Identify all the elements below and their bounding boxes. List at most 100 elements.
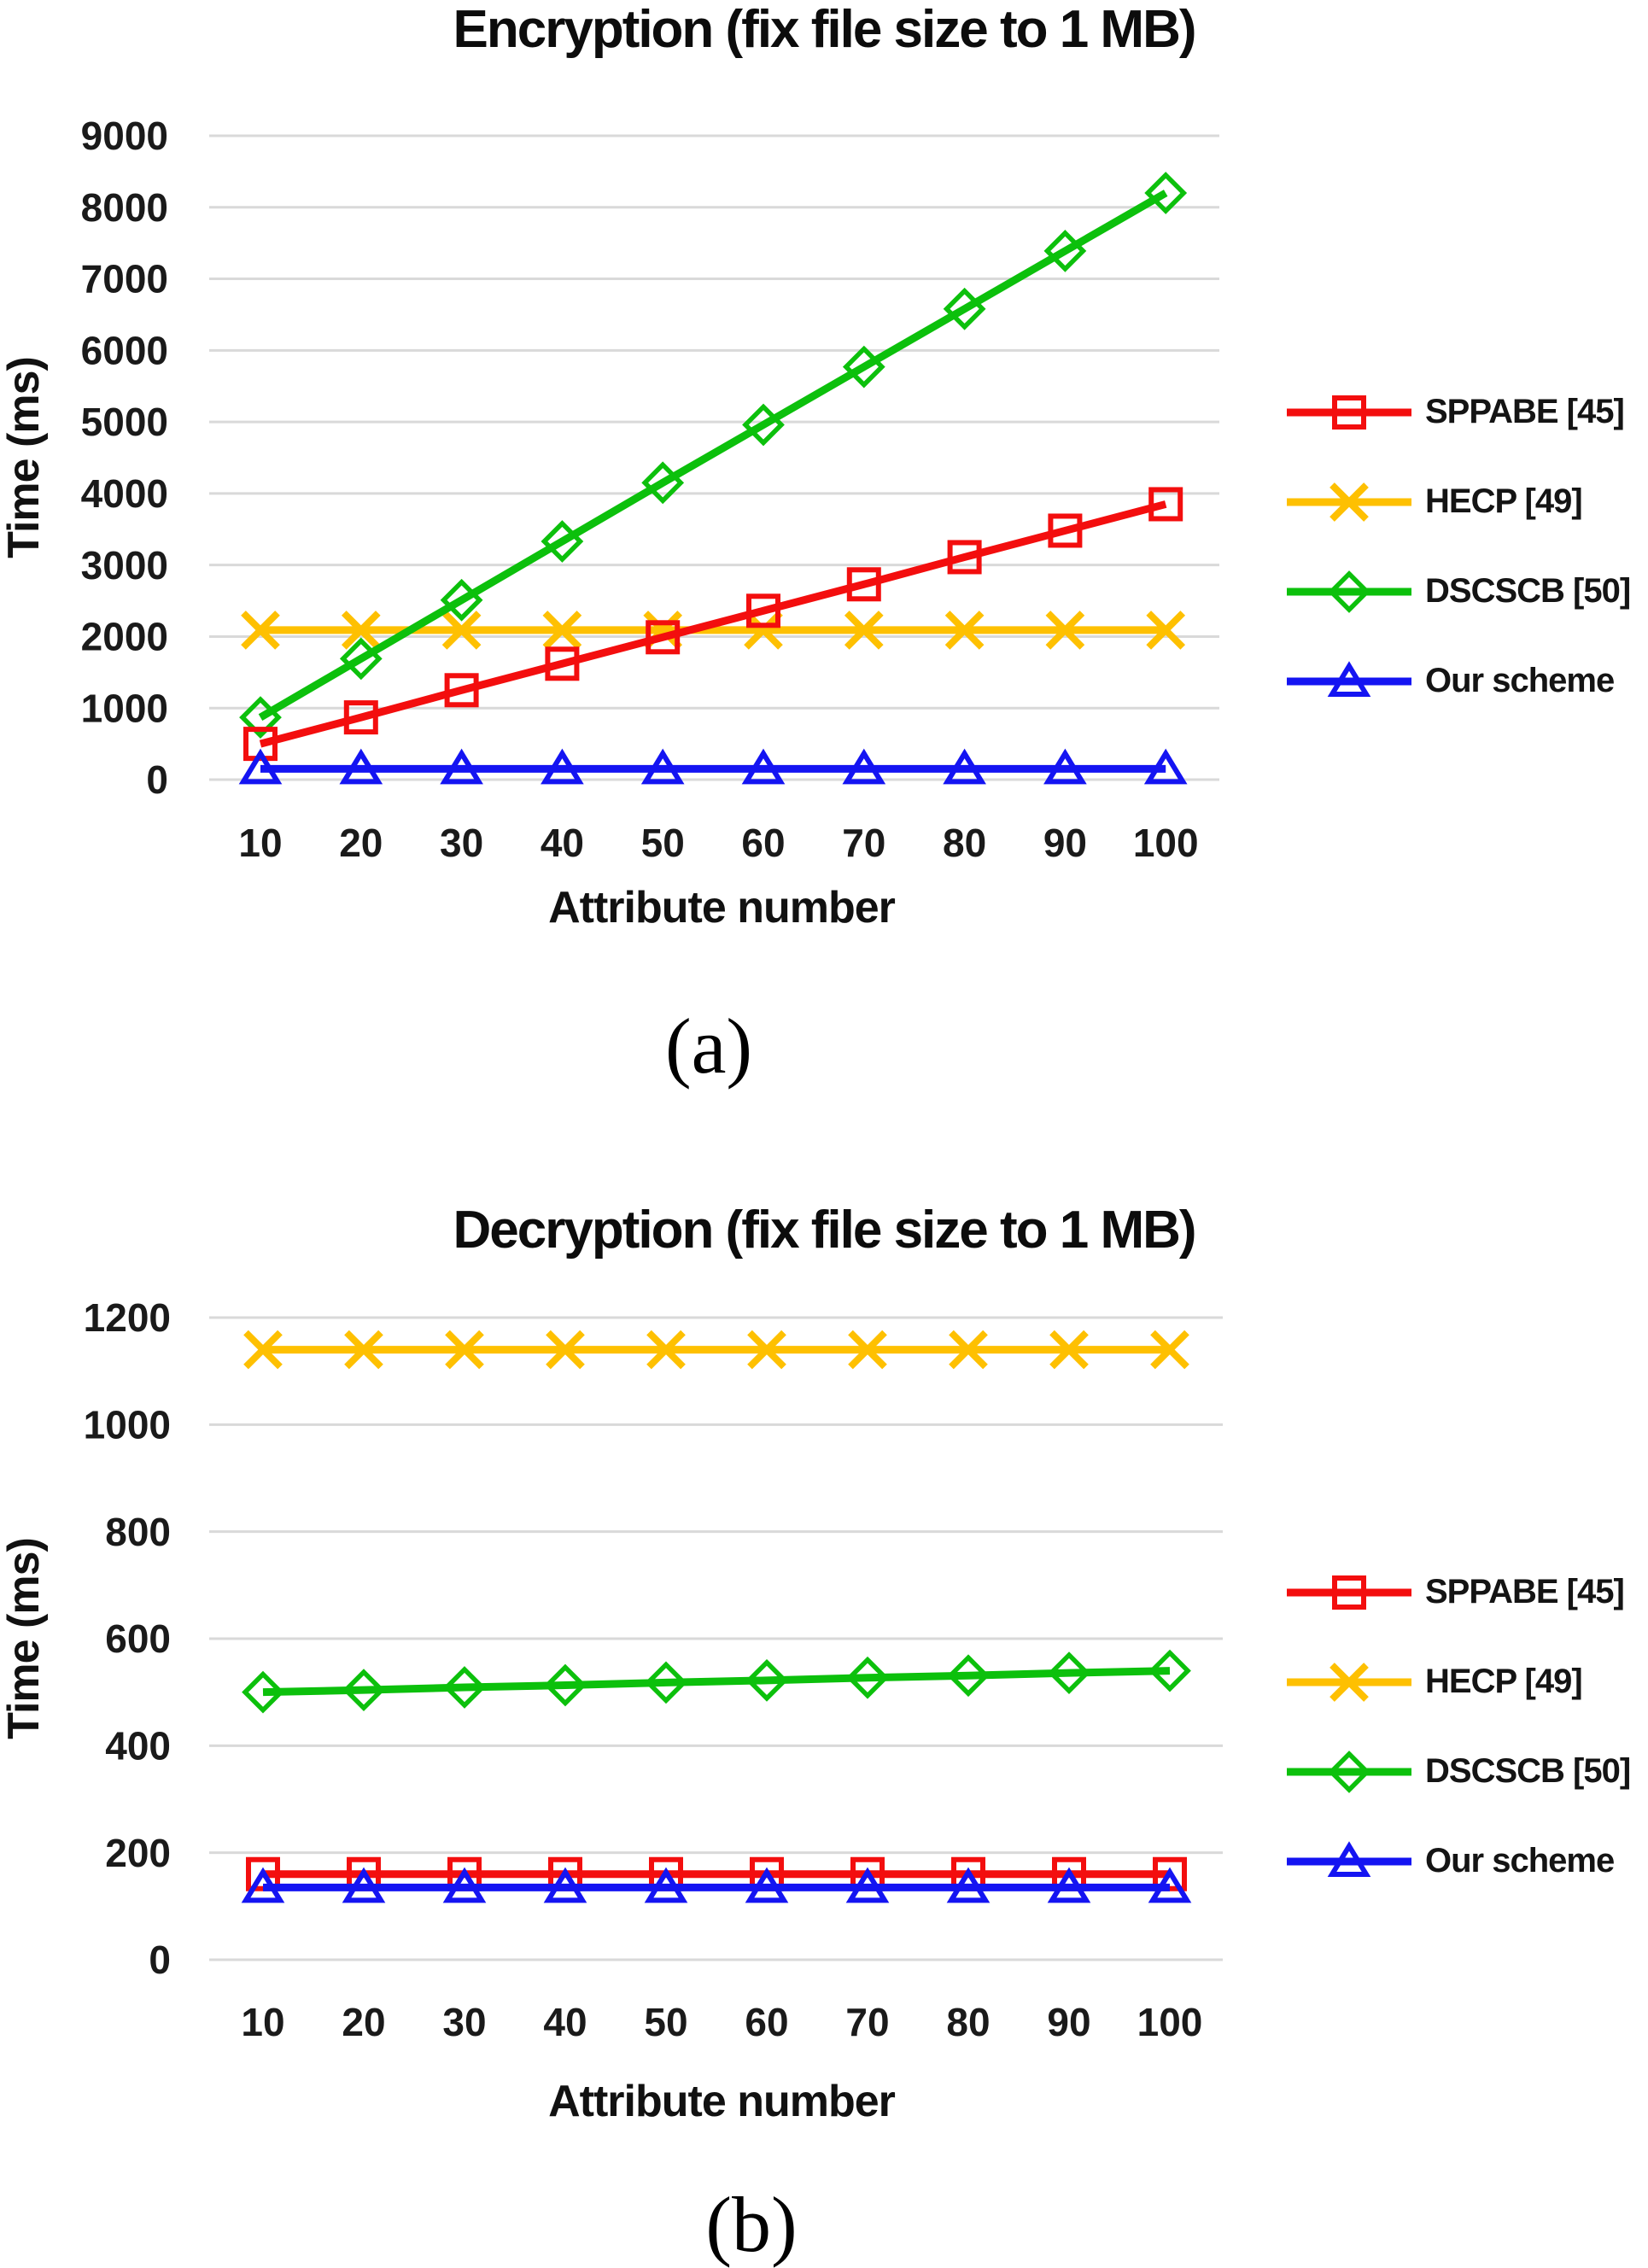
y-tick-label: 400 [105, 1723, 171, 1768]
series-marker-our-scheme [943, 748, 986, 785]
decryption-x-axis-title: Attribute number [548, 2077, 896, 2126]
legend-marker-sppabe-45 [1332, 395, 1366, 430]
series-marker-hecp-49 [546, 1330, 585, 1370]
legend-item: DSCSCB [50] [1285, 1727, 1648, 1816]
x-tick-label: 80 [943, 821, 986, 865]
series-marker-sppabe-45 [646, 620, 681, 655]
y-tick-label: 6000 [81, 328, 168, 372]
series-marker-sppabe-45 [444, 673, 479, 708]
series-marker-sppabe-45 [746, 593, 780, 628]
legend-item: HECP [49] [1285, 1637, 1648, 1727]
x-tick-label: 80 [946, 2000, 990, 2044]
x-tick-label: 90 [1047, 2000, 1090, 2044]
series-marker-dscscb-50 [1148, 1649, 1191, 1692]
legend-label: Our scheme [1425, 662, 1615, 699]
series-marker-dscscb-50 [947, 1654, 990, 1698]
series-marker-dscscb-50 [440, 578, 483, 622]
legend-item: SPPABE [45] [1285, 1547, 1648, 1637]
decryption-chart-plot: 0 200 400 600 800 1000 1200 10 20 30 40 50 60 70 80 90 1… [84, 1295, 1223, 2044]
y-tick-label: 600 [105, 1616, 171, 1661]
y-tick-label: 5000 [81, 400, 168, 444]
y-tick-label: 0 [149, 1938, 171, 1982]
x-tick-label: 20 [342, 2000, 385, 2044]
decryption-chart-title: Decryption (fix file size to 1 MB) [453, 1201, 1196, 1260]
series-marker-sppabe-45 [846, 567, 881, 602]
y-tick-label: 1000 [84, 1402, 171, 1447]
x-tick-label: 70 [842, 821, 885, 865]
series-marker-dscscb-50 [745, 1658, 788, 1702]
series-marker-dscscb-50 [443, 1666, 486, 1709]
series-marker-hecp-49 [441, 611, 482, 650]
series-marker-our-scheme [342, 1867, 386, 1903]
legend-swatch-hecp [1287, 482, 1411, 522]
legend-item: Our scheme [1285, 1816, 1648, 1906]
series-marker-hecp-49 [1049, 1330, 1089, 1370]
series-marker-dscscb-50 [1048, 1651, 1090, 1694]
legend-swatch-sppabe [1287, 395, 1411, 430]
series-marker-our-scheme [745, 1867, 789, 1903]
y-tick-label: 9000 [81, 114, 168, 158]
series-marker-dscscb-50 [645, 1661, 687, 1704]
y-tick-label: 200 [105, 1831, 171, 1875]
legend-item: Our scheme [1285, 636, 1648, 726]
series-marker-dscscb-50 [1144, 172, 1188, 214]
series-marker-hecp-49 [1045, 611, 1085, 650]
series-marker-our-scheme [440, 748, 483, 785]
series-marker-hecp-49 [241, 611, 280, 650]
series-marker-hecp-49 [1150, 1330, 1189, 1370]
legend-label: Our scheme [1425, 1842, 1615, 1879]
series-marker-our-scheme [1143, 748, 1188, 785]
series-marker-sppabe-45 [1148, 487, 1183, 522]
y-tick-label: 800 [105, 1510, 171, 1554]
series-marker-hecp-49 [949, 1330, 988, 1370]
series-marker-our-scheme [842, 748, 886, 785]
series-marker-hecp-49 [341, 611, 381, 650]
x-tick-label: 100 [1137, 2000, 1203, 2044]
y-tick-label: 8000 [81, 185, 168, 230]
series-marker-hecp-49 [542, 611, 582, 650]
y-tick-label: 4000 [81, 471, 168, 516]
series-line-dscscb-50 [258, 190, 1168, 722]
legend-swatch-dscscb [1287, 1750, 1411, 1793]
series-marker-dscscb-50 [842, 345, 885, 389]
x-tick-label: 100 [1133, 821, 1199, 865]
legend-item: DSCSCB [50] [1285, 547, 1648, 636]
series-marker-dscscb-50 [1043, 229, 1087, 272]
subfigure-label-a: (a) [664, 1002, 753, 1090]
legend-swatch-our-scheme [1287, 1840, 1411, 1877]
series-marker-hecp-49 [744, 611, 783, 650]
series-marker-our-scheme [946, 1867, 991, 1903]
series-marker-our-scheme [442, 1867, 487, 1903]
legend-swatch-our-scheme [1287, 660, 1411, 697]
y-tick-label: 3000 [81, 543, 168, 587]
y-tick-label: 7000 [81, 257, 168, 301]
series-marker-our-scheme [238, 748, 283, 785]
legend-marker-sppabe-45 [1332, 1575, 1366, 1610]
x-tick-label: 60 [745, 2000, 788, 2044]
series-marker-hecp-49 [1146, 611, 1186, 650]
series-marker-hecp-49 [646, 1330, 686, 1370]
legend-label: DSCSCB [50] [1425, 1752, 1631, 1790]
series-marker-sppabe-45 [545, 646, 580, 681]
decryption-y-axis-title: Time (ms) [0, 1538, 49, 1739]
x-tick-label: 60 [741, 821, 785, 865]
y-tick-label: 1200 [84, 1295, 171, 1340]
legend-label: HECP [49] [1425, 482, 1583, 520]
legend-marker-dscscb-50 [1328, 1750, 1370, 1793]
x-tick-label: 10 [238, 821, 282, 865]
series-marker-our-scheme [640, 748, 685, 785]
series-marker-hecp-49 [848, 1330, 887, 1370]
legend-item: SPPABE [45] [1285, 367, 1648, 457]
series-marker-dscscb-50 [339, 637, 383, 681]
x-tick-label: 40 [543, 2000, 587, 2044]
series-marker-hecp-49 [747, 1330, 786, 1370]
subfigure-label-b: (b) [705, 2181, 798, 2268]
series-marker-dscscb-50 [742, 403, 785, 447]
series-marker-our-scheme [741, 748, 786, 785]
legend-label: HECP [49] [1425, 1663, 1583, 1700]
x-tick-label: 30 [440, 821, 483, 865]
series-marker-our-scheme [644, 1867, 688, 1903]
encryption-chart-title: Encryption (fix file size to 1 MB) [453, 0, 1197, 59]
decryption-legend: SPPABE [45] HECP [49] DSCSCB [50] Our sc… [1285, 1547, 1648, 1906]
